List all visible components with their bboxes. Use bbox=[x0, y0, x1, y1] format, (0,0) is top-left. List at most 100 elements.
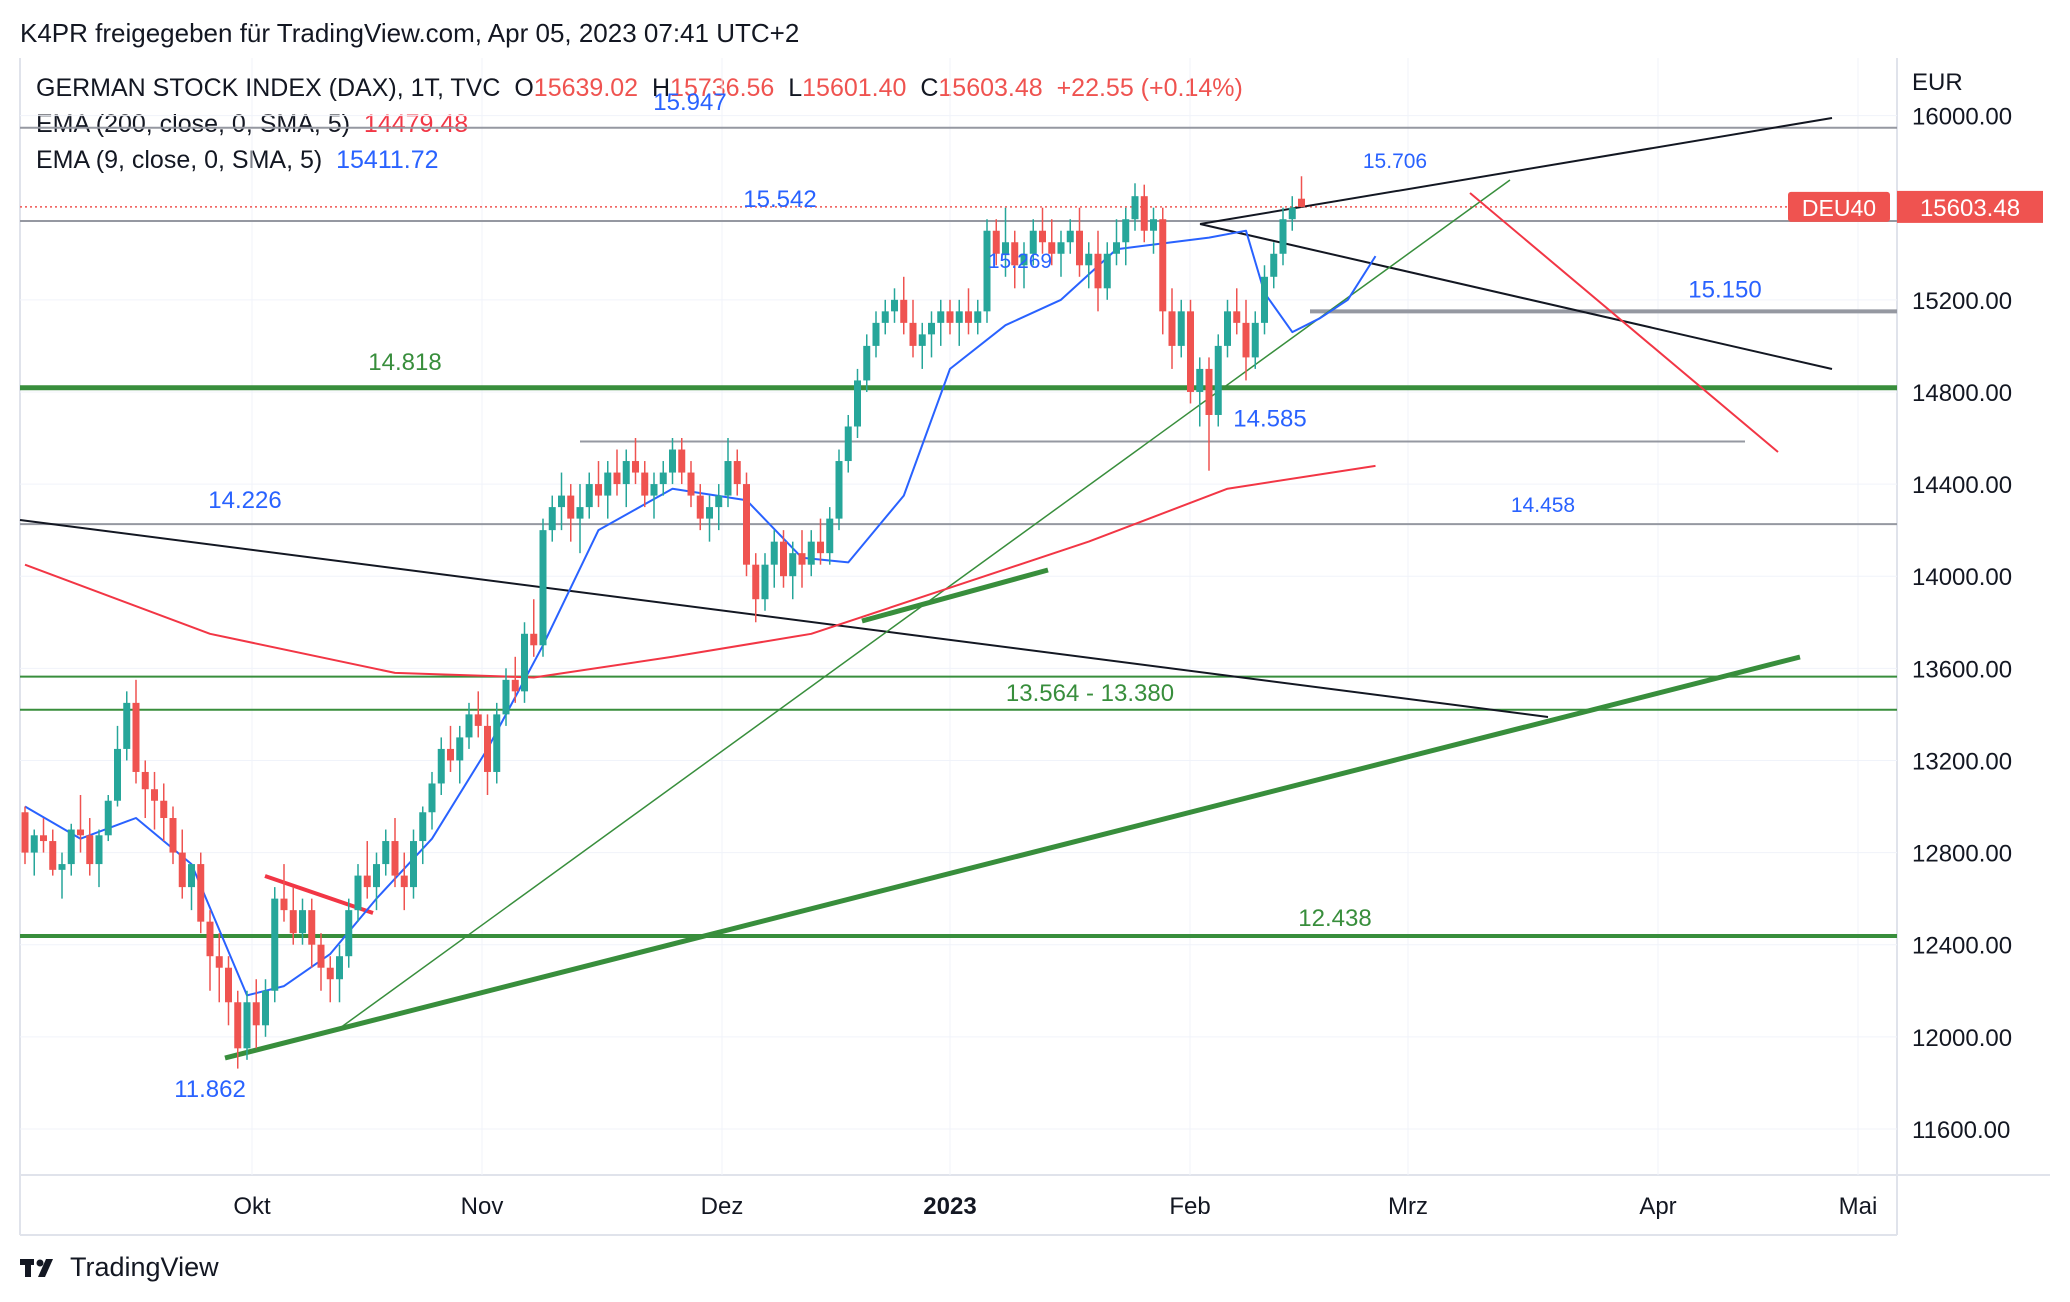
last-price-tag-bg bbox=[1897, 190, 2043, 223]
candle bbox=[67, 823, 75, 876]
candle-body bbox=[1279, 219, 1287, 254]
y-tick-label: 13600.00 bbox=[1912, 656, 2012, 683]
candle-body bbox=[817, 541, 824, 554]
y-axis[interactable]: 16000.00 15200.00 14800.00 14400.00 14000.00… bbox=[1788, 69, 2043, 1144]
trendline bbox=[19, 519, 1549, 718]
candle-body bbox=[1057, 242, 1065, 254]
candle-body bbox=[530, 633, 538, 646]
candle bbox=[622, 449, 630, 508]
level-label: 14.585 bbox=[1233, 405, 1306, 432]
trendline bbox=[861, 567, 1049, 624]
candle bbox=[641, 461, 649, 508]
last-price-tag: 15603.48 bbox=[1920, 195, 2020, 222]
candle-body bbox=[465, 714, 473, 738]
candle-body bbox=[474, 714, 482, 726]
candle bbox=[1011, 230, 1019, 289]
candle-body bbox=[1177, 311, 1185, 346]
x-tick-label: 2023 bbox=[923, 1193, 976, 1220]
candle bbox=[650, 472, 658, 519]
legend-h-label: H bbox=[651, 74, 671, 102]
candle bbox=[826, 507, 834, 565]
candle-body bbox=[326, 967, 334, 980]
candle bbox=[1057, 230, 1065, 277]
candle bbox=[363, 841, 371, 899]
candle bbox=[696, 484, 704, 531]
candle-body bbox=[1122, 219, 1130, 243]
candle bbox=[1020, 242, 1028, 289]
candle-body bbox=[918, 334, 926, 346]
candle bbox=[437, 737, 445, 795]
candle bbox=[817, 518, 824, 565]
candle-body bbox=[724, 461, 732, 496]
candle-body bbox=[132, 702, 140, 772]
candle bbox=[1261, 265, 1268, 335]
candle-body bbox=[1020, 253, 1028, 266]
candle-body bbox=[123, 702, 131, 749]
candle-body bbox=[965, 311, 972, 323]
legend-low: 15601.40 bbox=[802, 74, 907, 102]
candle bbox=[169, 806, 177, 865]
candle bbox=[484, 714, 491, 795]
candle-body bbox=[678, 449, 686, 473]
candle-body bbox=[1233, 311, 1241, 323]
candle bbox=[1094, 230, 1102, 312]
trendline bbox=[1199, 117, 1833, 225]
y-tick-label: 12400.00 bbox=[1912, 933, 2012, 960]
candle bbox=[215, 933, 223, 1003]
legend-o-label: O bbox=[514, 74, 534, 102]
candle bbox=[95, 829, 103, 888]
candle-body bbox=[641, 472, 649, 496]
candle-body bbox=[262, 990, 269, 1026]
candle bbox=[770, 530, 778, 588]
candle-body bbox=[1159, 219, 1167, 312]
legend-close: 15603.48 bbox=[938, 74, 1043, 102]
level-labels: 14.818 12.438 13.564 - 13.380 15.542 14.226 1… bbox=[174, 89, 1762, 1103]
x-tick-label: Dez bbox=[701, 1193, 744, 1220]
candle-body bbox=[1224, 311, 1231, 346]
candle-body bbox=[447, 748, 454, 761]
x-axis[interactable]: Okt Nov Dez 2023 Feb Mrz Apr Mai bbox=[233, 1193, 1877, 1220]
candle-body bbox=[437, 748, 445, 784]
candle-body bbox=[252, 1002, 260, 1026]
candle bbox=[123, 691, 131, 761]
candle-body bbox=[178, 852, 186, 888]
candle-body bbox=[576, 507, 584, 519]
candle bbox=[419, 806, 427, 865]
candle bbox=[548, 495, 556, 542]
candle bbox=[844, 414, 852, 473]
candle bbox=[474, 691, 482, 738]
candle-body bbox=[881, 311, 889, 323]
candle bbox=[1076, 207, 1083, 277]
candle bbox=[678, 438, 686, 485]
legend-ema9-row: EMA (9, close, 0, SMA, 5) 15411.72 bbox=[36, 146, 439, 175]
horizontal-levels bbox=[20, 126, 1897, 938]
legend-symbol: GERMAN STOCK INDEX (DAX), 1T, TVC bbox=[36, 74, 501, 102]
candle bbox=[576, 484, 584, 554]
candle-body bbox=[891, 299, 898, 312]
candle-body bbox=[632, 461, 639, 473]
candle bbox=[1085, 242, 1093, 289]
candle-body bbox=[114, 748, 121, 801]
candle-body bbox=[900, 299, 908, 323]
candle-body bbox=[1066, 230, 1074, 243]
candle bbox=[1131, 183, 1139, 231]
candle-body bbox=[1048, 242, 1056, 254]
candle-body bbox=[604, 472, 612, 496]
candle-body bbox=[595, 484, 602, 496]
candle bbox=[502, 668, 510, 726]
candle-body bbox=[502, 679, 510, 715]
tradingview-brand: TradingView bbox=[70, 1252, 219, 1282]
candle-body bbox=[761, 564, 769, 600]
candle-body bbox=[141, 771, 149, 790]
candle-body bbox=[1298, 198, 1305, 207]
trendline bbox=[224, 654, 1801, 1061]
candle-body bbox=[650, 484, 658, 496]
candle bbox=[280, 864, 288, 922]
candle bbox=[1159, 207, 1167, 335]
x-tick-label: Feb bbox=[1169, 1193, 1210, 1220]
candle bbox=[391, 818, 399, 888]
candle bbox=[1002, 207, 1009, 277]
candle-body bbox=[1270, 253, 1278, 277]
candle bbox=[632, 438, 639, 485]
